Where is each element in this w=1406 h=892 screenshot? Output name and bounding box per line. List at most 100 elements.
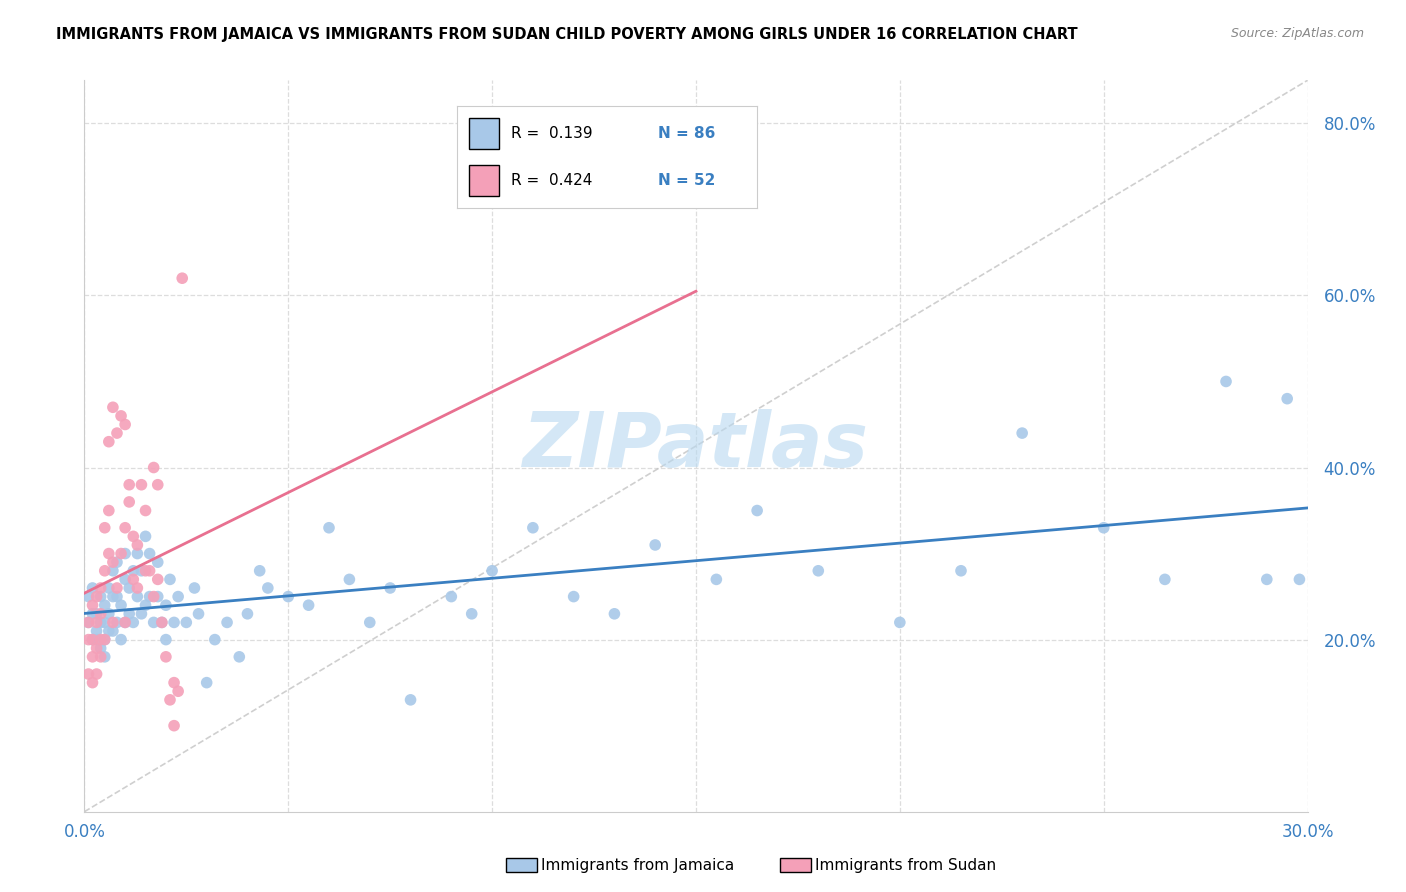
Point: [155, 598, 177, 612]
Point: [118, 607, 141, 621]
Point: [118, 581, 141, 595]
Point: [138, 547, 160, 561]
Point: [603, 607, 626, 621]
Point: [217, 615, 239, 630]
Point: [118, 495, 141, 509]
Point: [82, 675, 104, 690]
Point: [706, 573, 728, 587]
Point: [86, 641, 108, 656]
Point: [176, 615, 198, 630]
Point: [90, 590, 112, 604]
Point: [187, 607, 209, 621]
Point: [146, 555, 169, 569]
Point: [110, 409, 132, 423]
Point: [127, 547, 149, 561]
Point: [1288, 573, 1310, 587]
Point: [1215, 375, 1237, 389]
Point: [97, 607, 120, 621]
Point: [114, 615, 136, 630]
Point: [122, 529, 145, 543]
Point: [146, 590, 169, 604]
Point: [461, 607, 484, 621]
Point: [138, 564, 160, 578]
Point: [440, 590, 463, 604]
Text: IMMIGRANTS FROM JAMAICA VS IMMIGRANTS FROM SUDAN CHILD POVERTY AMONG GIRLS UNDER: IMMIGRANTS FROM JAMAICA VS IMMIGRANTS FR…: [56, 27, 1078, 42]
Point: [644, 538, 666, 552]
Point: [90, 649, 112, 664]
Point: [105, 590, 128, 604]
Point: [142, 590, 165, 604]
Point: [82, 581, 104, 595]
Point: [298, 598, 321, 612]
Point: [77, 667, 100, 681]
Point: [82, 649, 104, 664]
Point: [1256, 573, 1278, 587]
Point: [1092, 521, 1115, 535]
Point: [950, 564, 973, 578]
Point: [204, 632, 226, 647]
Point: [122, 573, 145, 587]
Point: [77, 615, 100, 630]
Point: [146, 477, 169, 491]
Point: [155, 649, 177, 664]
Text: ZIPatlas: ZIPatlas: [523, 409, 869, 483]
Point: [82, 598, 104, 612]
Point: [150, 615, 173, 630]
Point: [142, 460, 165, 475]
Point: [131, 607, 153, 621]
Point: [1011, 426, 1033, 441]
Point: [131, 564, 153, 578]
Point: [114, 573, 136, 587]
Point: [257, 581, 280, 595]
Point: [82, 632, 104, 647]
Point: [93, 598, 117, 612]
Point: [97, 624, 120, 638]
Point: [82, 607, 104, 621]
Point: [101, 555, 124, 569]
Point: [163, 615, 186, 630]
Point: [167, 684, 190, 698]
Point: [277, 590, 299, 604]
Point: [1154, 573, 1177, 587]
Point: [114, 547, 136, 561]
Text: Source: ZipAtlas.com: Source: ZipAtlas.com: [1230, 27, 1364, 40]
Point: [249, 564, 271, 578]
Point: [131, 477, 153, 491]
Point: [90, 641, 112, 656]
Point: [522, 521, 544, 535]
Point: [97, 434, 120, 449]
Point: [318, 521, 340, 535]
Point: [150, 615, 173, 630]
Point: [747, 503, 769, 517]
Point: [159, 693, 181, 707]
Point: [481, 564, 503, 578]
Point: [101, 615, 124, 630]
Point: [807, 564, 830, 578]
Point: [101, 624, 124, 638]
Point: [93, 649, 117, 664]
Point: [105, 426, 128, 441]
Point: [163, 719, 186, 733]
Point: [127, 581, 149, 595]
Point: [135, 529, 157, 543]
Point: [163, 675, 186, 690]
Point: [86, 624, 108, 638]
Point: [359, 615, 381, 630]
Text: Immigrants from Jamaica: Immigrants from Jamaica: [541, 858, 734, 872]
Point: [93, 632, 117, 647]
Point: [142, 615, 165, 630]
Point: [77, 615, 100, 630]
Point: [122, 615, 145, 630]
Point: [122, 564, 145, 578]
Point: [155, 632, 177, 647]
Point: [114, 521, 136, 535]
Point: [114, 417, 136, 432]
Point: [86, 607, 108, 621]
Point: [228, 649, 250, 664]
Point: [90, 615, 112, 630]
Point: [93, 632, 117, 647]
Point: [339, 573, 361, 587]
Point: [167, 590, 190, 604]
Point: [110, 547, 132, 561]
Point: [82, 632, 104, 647]
